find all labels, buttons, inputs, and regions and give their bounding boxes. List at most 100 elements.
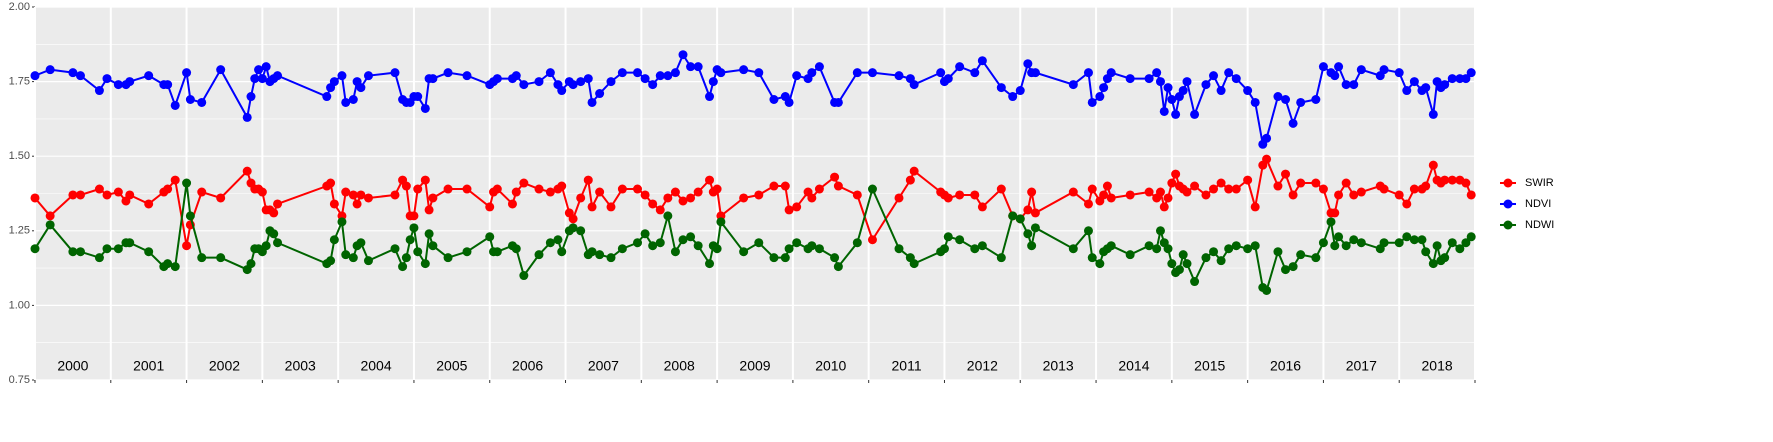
point: [1318, 62, 1328, 72]
point: [170, 175, 180, 185]
point: [1334, 190, 1344, 200]
point: [1250, 97, 1260, 107]
point: [1461, 238, 1471, 248]
point: [640, 229, 650, 239]
point: [1163, 193, 1173, 203]
point: [814, 244, 824, 254]
point: [909, 80, 919, 90]
point: [1171, 109, 1181, 119]
point: [1432, 241, 1442, 251]
point: [557, 86, 567, 96]
point: [1027, 241, 1037, 251]
point: [492, 247, 502, 257]
legend-key-point: [1503, 220, 1513, 230]
year-label: 2006: [512, 358, 543, 374]
point: [492, 74, 502, 84]
legend-key-point: [1503, 178, 1513, 188]
point: [197, 253, 207, 263]
point: [1087, 184, 1097, 194]
point: [257, 74, 267, 84]
point: [511, 71, 521, 81]
point: [617, 68, 627, 78]
year-label: 2015: [1194, 358, 1225, 374]
point: [1341, 178, 1351, 188]
point: [250, 74, 260, 84]
point: [970, 68, 980, 78]
point: [1216, 178, 1226, 188]
point: [1182, 259, 1192, 269]
point: [807, 68, 817, 78]
point: [693, 62, 703, 72]
point: [242, 166, 252, 176]
point: [1167, 178, 1177, 188]
point: [322, 92, 332, 102]
y-tick-label: 1.75: [9, 76, 30, 88]
point: [693, 241, 703, 251]
point: [534, 184, 544, 194]
point: [936, 68, 946, 78]
point: [182, 68, 192, 78]
point: [1159, 202, 1169, 212]
point: [1152, 244, 1162, 254]
point: [1379, 184, 1389, 194]
point: [163, 184, 173, 194]
year-label: 2001: [133, 358, 164, 374]
point: [606, 202, 616, 212]
point: [670, 247, 680, 257]
point: [617, 184, 627, 194]
point: [269, 229, 279, 239]
point: [1152, 68, 1162, 78]
point: [739, 65, 749, 75]
point: [401, 181, 411, 191]
point: [511, 244, 521, 254]
point: [405, 235, 415, 245]
point: [102, 74, 112, 84]
year-label: 2003: [285, 358, 316, 374]
point: [1250, 202, 1260, 212]
point: [833, 262, 843, 272]
point: [867, 68, 877, 78]
point: [1231, 241, 1241, 251]
point: [1349, 235, 1359, 245]
point: [1243, 244, 1253, 254]
legend-label: SWIR: [1525, 177, 1554, 189]
point: [144, 71, 154, 81]
point: [68, 190, 78, 200]
point: [1356, 238, 1366, 248]
point: [254, 65, 264, 75]
point: [424, 205, 434, 215]
point: [1394, 68, 1404, 78]
point: [170, 262, 180, 272]
point: [739, 193, 749, 203]
point: [462, 184, 472, 194]
year-label: 2012: [967, 358, 998, 374]
point: [595, 250, 605, 260]
point: [519, 271, 529, 281]
point: [939, 244, 949, 254]
point: [587, 97, 597, 107]
legend-key-point: [1503, 199, 1513, 209]
point: [1455, 244, 1465, 254]
point: [1099, 190, 1109, 200]
point: [337, 217, 347, 227]
point: [1356, 187, 1366, 197]
point: [1334, 62, 1344, 72]
point: [1083, 226, 1093, 236]
point: [413, 247, 423, 257]
point: [1296, 250, 1306, 260]
point: [1171, 169, 1181, 179]
y-tick-label: 2.00: [9, 1, 30, 13]
point: [413, 184, 423, 194]
point: [830, 253, 840, 263]
point: [337, 71, 347, 81]
point: [1379, 238, 1389, 248]
point: [1027, 187, 1037, 197]
point: [1167, 259, 1177, 269]
point: [663, 211, 673, 221]
point: [1087, 253, 1097, 263]
point: [1461, 178, 1471, 188]
point: [1334, 232, 1344, 242]
y-tick-label: 1.25: [9, 225, 30, 237]
point: [1417, 235, 1427, 245]
point: [1394, 238, 1404, 248]
